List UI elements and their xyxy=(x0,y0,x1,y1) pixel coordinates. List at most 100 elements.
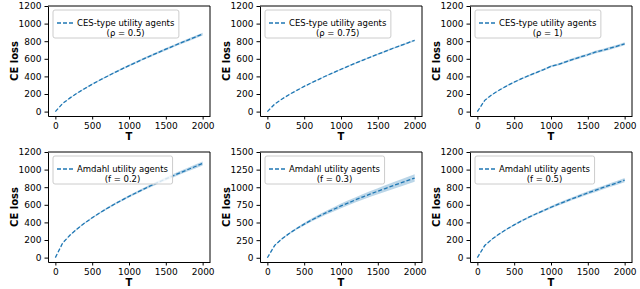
tick-label: 500 xyxy=(296,267,313,277)
tick: 600 xyxy=(24,200,48,210)
legend-swatch xyxy=(57,168,73,169)
legend-label-line: (f = 0.5) xyxy=(527,174,563,184)
tick-mark xyxy=(55,262,56,266)
tick: 500 xyxy=(84,116,101,131)
frame xyxy=(632,6,633,116)
tick-label: 1000 xyxy=(118,121,141,131)
frame xyxy=(632,152,633,262)
frame xyxy=(48,152,210,153)
tick-label: 1200 xyxy=(19,1,42,11)
tick-label: 600 xyxy=(24,54,41,64)
tick: 1000 xyxy=(19,165,48,175)
tick-mark xyxy=(45,187,49,188)
frame xyxy=(422,152,423,262)
line xyxy=(267,178,414,258)
frame xyxy=(260,6,422,7)
tick: 400 xyxy=(24,218,48,228)
frame xyxy=(260,152,422,153)
tick-label: 1200 xyxy=(441,147,464,157)
panel: 0500100015002000020040060080010001200TCE… xyxy=(221,1,427,142)
legend: Amdahl utility agents(f = 0.2) xyxy=(53,156,173,184)
tick-mark xyxy=(45,59,49,60)
tick: 0 xyxy=(36,107,48,117)
panel: 0500100015002000020040060080010001200TCE… xyxy=(9,1,215,142)
tick-label: 600 xyxy=(446,200,463,210)
x-axis-title: T xyxy=(548,277,555,288)
x-axis: 0500100015002000 xyxy=(261,262,427,277)
tick-mark xyxy=(257,240,261,241)
tick: 2000 xyxy=(192,116,215,131)
axis-line xyxy=(470,7,471,117)
legend-box xyxy=(265,10,391,38)
tick-mark xyxy=(467,112,471,113)
frame xyxy=(210,6,211,116)
y-axis: 020040060080010001200 xyxy=(19,1,49,117)
tick: 1500 xyxy=(367,262,390,277)
tick: 0 xyxy=(265,262,271,277)
tick: 1000 xyxy=(441,19,470,29)
tick: 800 xyxy=(446,37,470,47)
y-axis-title: CE loss xyxy=(9,187,20,227)
tick: 800 xyxy=(24,37,48,47)
tick-label: 1200 xyxy=(231,1,254,11)
tick-mark xyxy=(341,116,342,120)
x-axis-title: T xyxy=(126,131,133,142)
tick-label: 0 xyxy=(475,121,481,131)
tick-mark xyxy=(129,262,130,266)
tick-label: 1500 xyxy=(577,267,600,277)
tick: 500 xyxy=(84,262,101,277)
x-axis: 0500100015002000 xyxy=(261,116,427,131)
x-axis: 0500100015002000 xyxy=(471,116,637,131)
tick-mark xyxy=(257,94,261,95)
tick-mark xyxy=(415,116,416,120)
legend-label: CES-type utility agents(ρ = 0.75) xyxy=(289,18,387,38)
legend-box xyxy=(475,156,595,184)
tick-mark xyxy=(467,41,471,42)
tick-label: 0 xyxy=(36,253,42,263)
legend-label: CES-type utility agents(ρ = 1) xyxy=(499,18,597,38)
y-axis-title: CE loss xyxy=(9,41,20,81)
tick-mark xyxy=(551,262,552,266)
tick-label: 0 xyxy=(53,121,59,131)
tick: 0 xyxy=(265,116,271,131)
frame xyxy=(422,6,423,116)
tick-mark xyxy=(257,24,261,25)
tick: 200 xyxy=(236,89,260,99)
y-axis-title: CE loss xyxy=(431,187,442,227)
legend-swatch xyxy=(479,168,495,169)
line xyxy=(267,40,414,111)
tick-mark xyxy=(166,116,167,120)
tick: 0 xyxy=(53,262,59,277)
tick-label: 2000 xyxy=(614,121,637,131)
tick-mark xyxy=(55,116,56,120)
tick: 1000 xyxy=(540,262,563,277)
tick: 750 xyxy=(236,200,260,210)
tick-label: 800 xyxy=(236,37,253,47)
tick-label: 1200 xyxy=(19,147,42,157)
tick-mark xyxy=(45,222,49,223)
tick-label: 2000 xyxy=(192,121,215,131)
tick: 1200 xyxy=(441,1,470,11)
tick-label: 750 xyxy=(236,200,253,210)
tick-mark xyxy=(45,76,49,77)
tick: 200 xyxy=(24,235,48,245)
tick: 0 xyxy=(248,107,260,117)
tick-mark xyxy=(267,116,268,120)
tick-label: 250 xyxy=(236,236,253,246)
tick-label: 0 xyxy=(458,253,464,263)
y-axis: 020040060080010001200 xyxy=(441,147,471,263)
tick-mark xyxy=(467,24,471,25)
tick-label: 2000 xyxy=(404,267,427,277)
axis-line xyxy=(48,153,49,263)
tick-label: 1000 xyxy=(231,183,254,193)
tick-label: 800 xyxy=(24,183,41,193)
tick-label: 200 xyxy=(236,89,253,99)
legend-label: CES-type utility agents(ρ = 0.5) xyxy=(77,18,175,38)
tick-label: 0 xyxy=(458,107,464,117)
legend-box xyxy=(53,10,179,38)
frame xyxy=(470,6,632,7)
tick-label: 500 xyxy=(506,121,523,131)
tick-mark xyxy=(467,187,471,188)
tick: 1000 xyxy=(118,116,141,131)
legend-label-line: (f = 0.3) xyxy=(317,174,353,184)
